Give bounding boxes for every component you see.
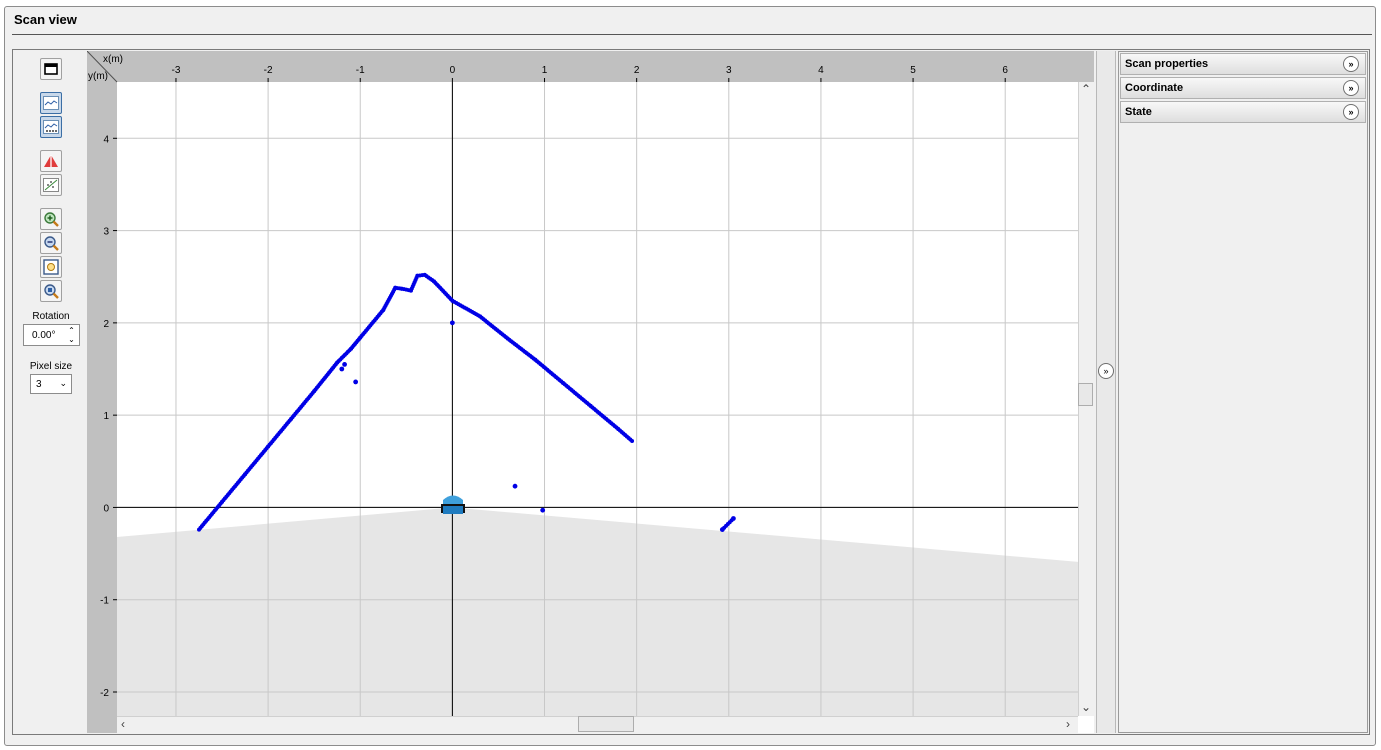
y-tick-label: -1 — [100, 596, 109, 607]
scan-point — [353, 379, 359, 385]
rotation-label: Rotation — [32, 311, 70, 322]
y-tick-label: 1 — [103, 411, 109, 422]
x-tick-label: 0 — [450, 65, 456, 76]
rotation-input[interactable]: 0.00° ⌃ ⌄ — [23, 324, 80, 346]
horizontal-scroll-thumb[interactable] — [578, 716, 634, 732]
pixel-size-value: 3 — [36, 378, 42, 390]
pixel-size-label: Pixel size — [29, 361, 73, 372]
scan-point — [731, 516, 736, 521]
scan-plot[interactable]: x(m) y(m) -3 -2 -1 0 1 2 3 4 5 6 4 3 2 1 0 -1 -2 — [86, 50, 1094, 733]
axis-corner-diagonal — [86, 50, 118, 83]
section-title: Coordinate — [1125, 82, 1184, 94]
scroll-up-icon[interactable]: ⌃ — [1081, 82, 1092, 96]
y-tick-label: -2 — [100, 688, 109, 699]
zoom-reset-icon[interactable] — [40, 280, 62, 302]
window-title: Scan view — [14, 12, 77, 27]
rotation-stepper[interactable]: ⌃ ⌄ — [68, 326, 75, 344]
zoom-fit-icon[interactable] — [40, 256, 62, 278]
scan-point — [512, 483, 518, 489]
scan-point — [449, 320, 455, 326]
rotation-value: 0.00° — [32, 329, 56, 341]
y-tick-label: 2 — [103, 319, 109, 330]
scan-point — [342, 361, 347, 367]
vertical-scroll-thumb[interactable] — [1078, 383, 1093, 406]
properties-panel — [1118, 51, 1368, 733]
pixel-size-select[interactable]: 3 ⌄ — [30, 374, 72, 394]
x-tick-label: 4 — [818, 65, 824, 76]
scroll-right-icon[interactable]: › — [1066, 717, 1070, 731]
zoom-out-icon[interactable] — [40, 232, 62, 254]
axis-lines — [117, 82, 1078, 716]
zoom-in-icon[interactable] — [40, 208, 62, 230]
x-tick-label: -3 — [172, 65, 181, 76]
x-tick-label: 6 — [1002, 65, 1008, 76]
scanner-view-icon[interactable] — [40, 150, 62, 172]
sensor-icon — [441, 495, 465, 514]
line-chart-icon[interactable] — [40, 92, 62, 114]
chevron-down-icon: ⌄ — [59, 378, 67, 388]
scatter-grid-icon[interactable] — [40, 174, 62, 196]
scan-point — [339, 366, 345, 372]
expand-panel-icon[interactable]: » — [1098, 363, 1114, 379]
x-tick-label: -2 — [264, 65, 273, 76]
y-tick-label: 4 — [103, 134, 109, 145]
x-tick-label: 2 — [634, 65, 640, 76]
title-divider — [12, 34, 1372, 35]
field-of-view — [117, 507, 1078, 716]
x-tick-label: 3 — [726, 65, 732, 76]
fov-area — [117, 507, 1078, 716]
scan-plot-svg[interactable]: x(m) y(m) -3 -2 -1 0 1 2 3 4 5 6 4 3 2 1 0 -1 -2 — [86, 50, 1094, 733]
x-tick-label: -1 — [356, 65, 365, 76]
scroll-down-icon[interactable]: ⌄ — [1081, 700, 1092, 714]
chevron-down-icon[interactable]: » — [1343, 56, 1359, 72]
y-tick-label: 0 — [103, 503, 109, 514]
chevron-down-icon[interactable]: » — [1343, 104, 1359, 120]
section-title: Scan properties — [1125, 58, 1209, 70]
x-tick-label: 1 — [542, 65, 548, 76]
section-scan-properties[interactable]: Scan properties » — [1120, 53, 1366, 75]
window-toggle-icon[interactable] — [40, 58, 62, 80]
x-axis-label: x(m) — [103, 54, 123, 65]
section-state[interactable]: State » — [1120, 101, 1366, 123]
scan-point — [540, 507, 546, 513]
y-axis-label: y(m) — [88, 71, 108, 82]
x-tick-label: 5 — [910, 65, 916, 76]
x-ruler — [87, 51, 1094, 82]
tick-labels: -3 -2 -1 0 1 2 3 4 5 6 4 3 2 1 0 -1 -2 — [100, 65, 1008, 699]
scatter-chart-icon[interactable] — [40, 116, 62, 138]
chevron-down-icon[interactable]: » — [1343, 80, 1359, 96]
panel-splitter[interactable] — [1096, 51, 1116, 733]
scan-points — [197, 272, 736, 532]
y-ruler — [87, 51, 117, 733]
scan-point — [630, 438, 635, 443]
section-coordinate[interactable]: Coordinate » — [1120, 77, 1366, 99]
toolbar: Rotation 0.00° ⌃ ⌄ Pixel size 3 ⌄ — [16, 52, 86, 732]
section-title: State — [1125, 106, 1152, 118]
scroll-left-icon[interactable]: ‹ — [121, 717, 125, 731]
y-tick-label: 3 — [103, 227, 109, 238]
